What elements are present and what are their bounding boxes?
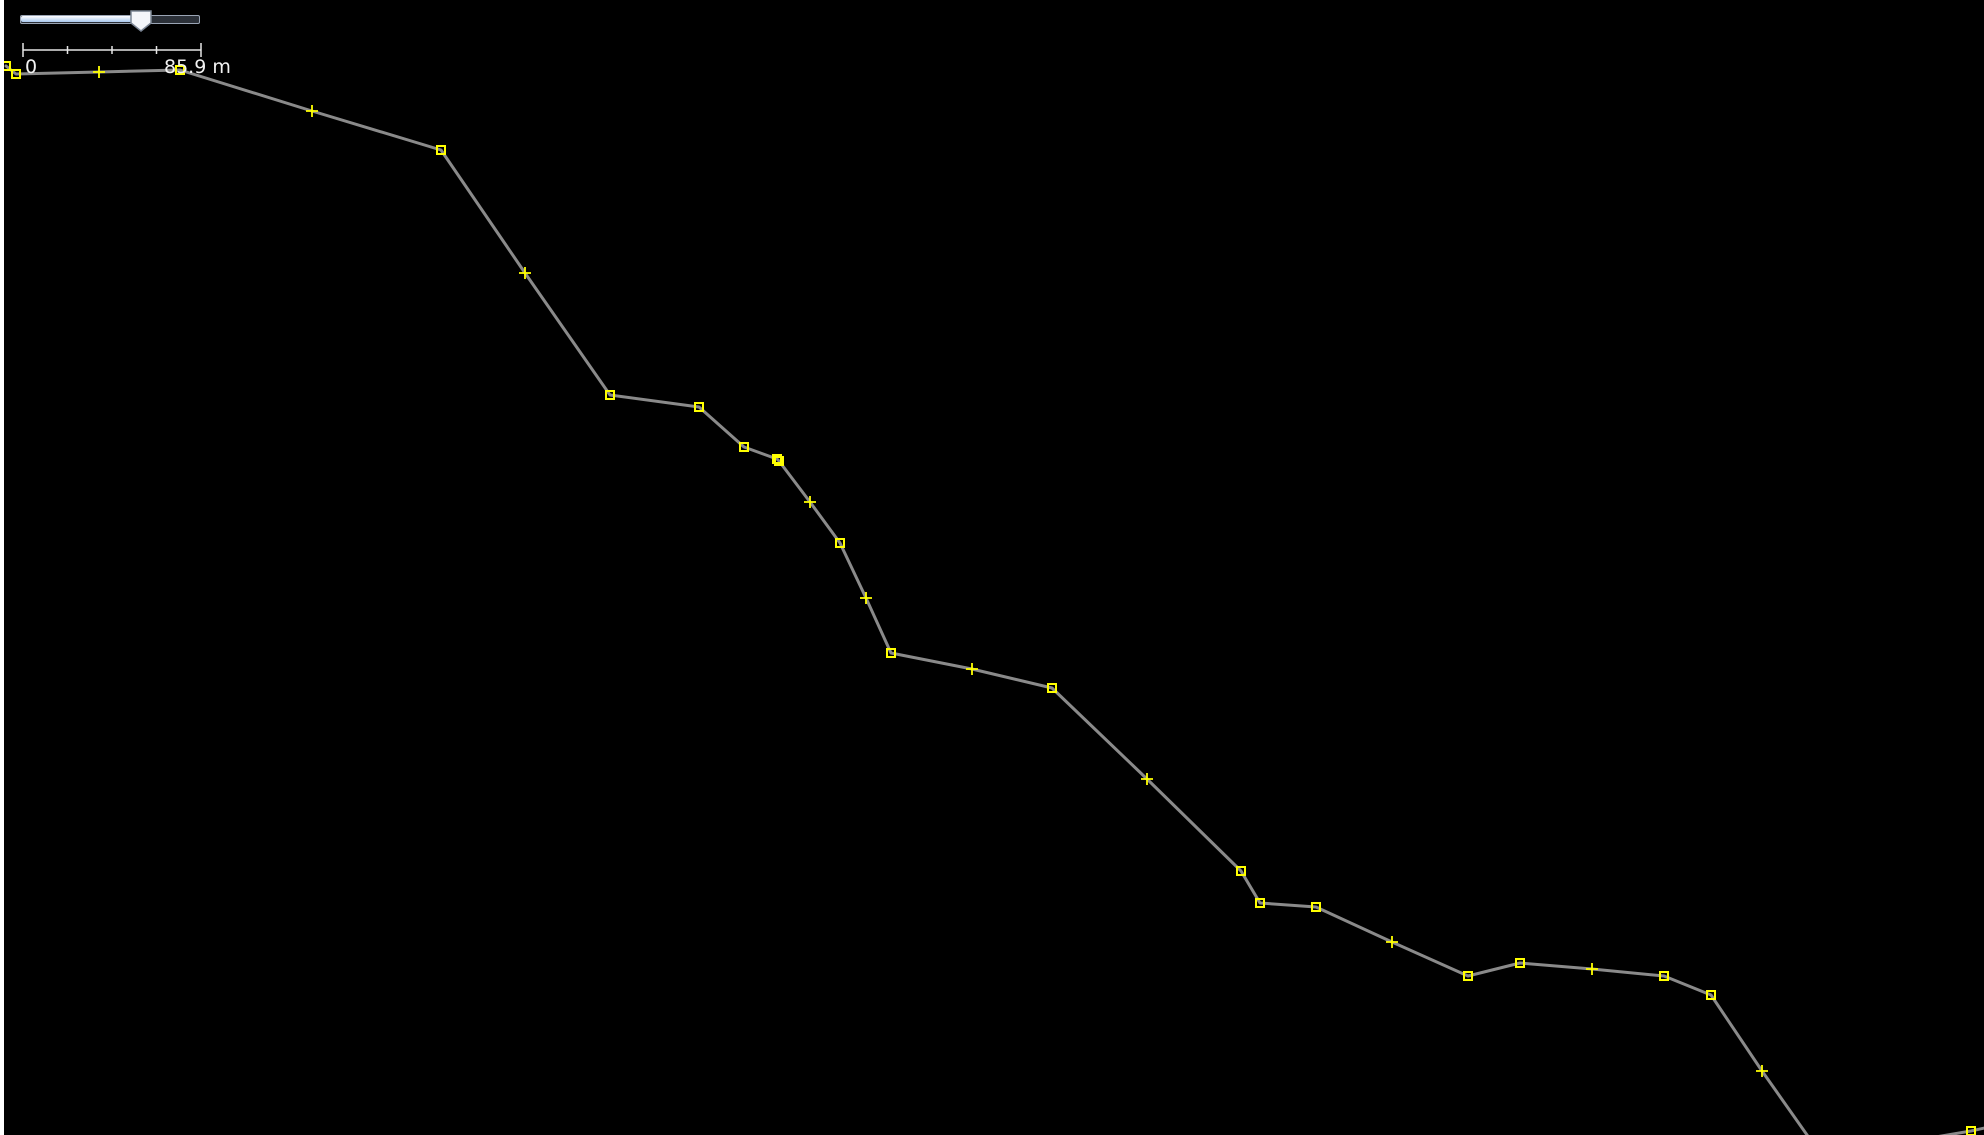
square-node-icon[interactable] (835, 538, 845, 548)
map-canvas[interactable]: 0 85.9 m (4, 0, 1984, 1135)
cross-node-icon[interactable] (1756, 1065, 1768, 1077)
square-node-icon[interactable] (1236, 866, 1246, 876)
track-nodes (4, 61, 1976, 1135)
square-node-icon[interactable] (11, 69, 21, 79)
square-node-icon[interactable] (4, 61, 11, 71)
cross-node-icon[interactable] (966, 663, 978, 675)
zoom-slider-thumb[interactable] (129, 9, 153, 33)
cross-node-icon[interactable] (1386, 936, 1398, 948)
scale-end-label: 85.9 m (164, 56, 231, 78)
square-node-icon[interactable] (605, 390, 615, 400)
cross-node-icon[interactable] (1141, 773, 1153, 785)
zoom-slider[interactable] (20, 10, 200, 32)
square-node-icon[interactable] (772, 454, 782, 464)
track-layer[interactable] (4, 0, 1984, 1135)
square-node-icon[interactable] (1255, 898, 1265, 908)
cross-node-icon[interactable] (93, 66, 105, 78)
scale-bar: 0 85.9 m (22, 42, 262, 82)
square-node-icon[interactable] (1311, 902, 1321, 912)
square-node-icon[interactable] (774, 456, 784, 466)
zoom-slider-fill (21, 16, 138, 22)
square-node-icon[interactable] (1706, 990, 1716, 1000)
square-node-icon[interactable] (1966, 1126, 1976, 1135)
square-node-icon[interactable] (739, 442, 749, 452)
cross-node-icon[interactable] (1586, 963, 1598, 975)
square-node-icon[interactable] (694, 402, 704, 412)
scale-start-label: 0 (25, 56, 38, 78)
cross-node-icon[interactable] (519, 267, 531, 279)
square-node-icon[interactable] (886, 648, 896, 658)
square-node-icon[interactable] (175, 65, 185, 75)
square-node-icon[interactable] (1047, 683, 1057, 693)
scale-ruler (22, 43, 202, 57)
cross-node-icon[interactable] (804, 496, 816, 508)
square-node-icon[interactable] (1659, 971, 1669, 981)
square-node-icon[interactable] (436, 145, 446, 155)
cross-node-icon[interactable] (860, 592, 872, 604)
square-node-icon[interactable] (1515, 958, 1525, 968)
cross-node-icon[interactable] (306, 105, 318, 117)
track-line[interactable] (4, 64, 1984, 1135)
square-node-icon[interactable] (1463, 971, 1473, 981)
scale-ticks (22, 43, 202, 57)
